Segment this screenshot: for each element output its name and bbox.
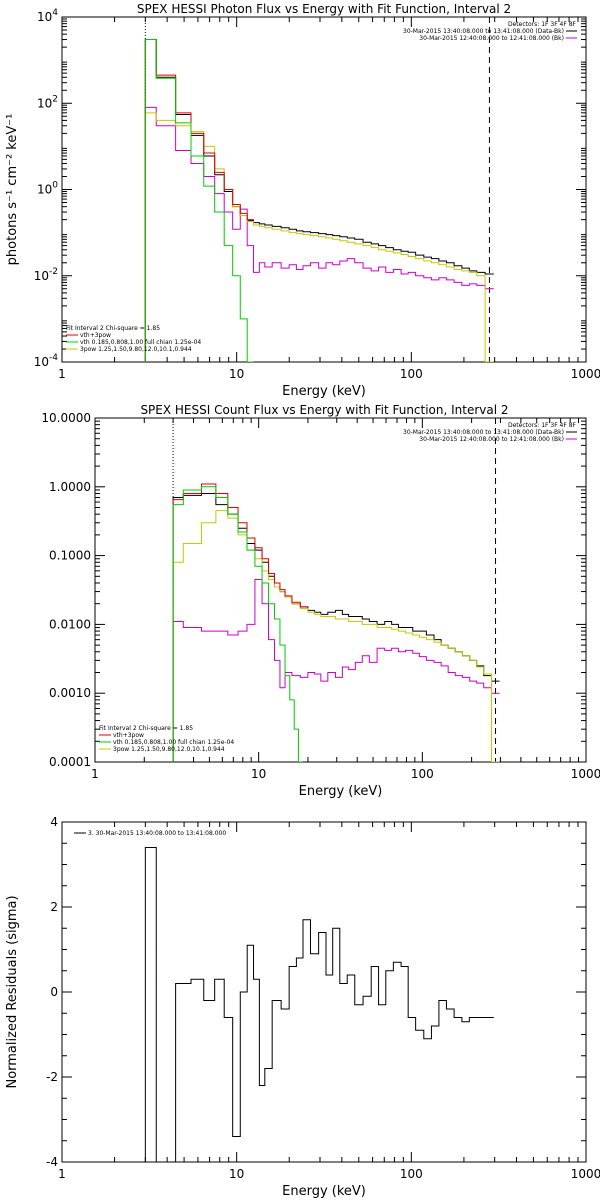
series-black-histogram [144,847,494,1162]
chart-title: SPEX HESSI Photon Flux vs Energy with Fi… [137,2,511,16]
y-tick-label: 2 [50,900,58,914]
y-tick-label: -4 [46,1155,58,1169]
y-tick-label: 10-2 [34,267,58,283]
y-axis-label: Normalized Residuals (sigma) [5,895,20,1088]
series-yellow-histogram [144,112,494,362]
legend-entry: Fit Interval 2 Chi-square = 1.85 [66,325,160,332]
x-tick-label: 1 [91,767,99,781]
x-tick-label: 10 [229,367,244,381]
y-tick-base: 10 [34,355,49,369]
y-tick-label: 0.0010 [49,686,91,700]
series-yellow-histogram [172,510,500,762]
x-axis-label: Energy (keV) [282,384,366,399]
legend-entry: vth 0.185,0.808,1.00 full chian 1.25e-04 [113,739,234,746]
y-tick-exp: -2 [49,267,58,277]
x-tick-label: 1 [58,367,66,381]
y-tick-label: 1.0000 [49,480,91,494]
series-red-histogram [172,483,309,762]
y-tick-base: 10 [37,96,52,110]
series-group [172,483,500,762]
y-tick-label: -2 [46,1070,58,1084]
y-tick-label: 0.1000 [49,549,91,563]
y-tick-label: 104 [37,8,58,24]
series-red-histogram [144,39,254,362]
y-tick-exp: 0 [52,181,58,191]
y-tick-base: 10 [34,269,49,283]
legend-entry: Detectors: 1F 3F 4F 8F [508,21,577,28]
y-tick-base: 10 [37,10,52,24]
y-tick-label: 0.0001 [49,755,91,769]
legend-entry: vth+3pow [80,332,111,339]
x-tick-label: 1000 [571,1167,600,1181]
y-tick-label: 0 [50,985,58,999]
chart-panel-3: 1 10 100 1000 Energy (keV) -4 -2 0 2 4 Normalized … [5,815,600,1199]
y-tick-exp: 2 [52,94,58,104]
legend-entry: 3pow 1.25,1.50,9.80,12.0,10.1,0.944 [80,346,192,353]
series-black-histogram [172,492,500,762]
x-tick-label: 1000 [571,767,600,781]
series-black-histogram [144,39,494,362]
legend-entry: 30-Mar-2015 13:40:08.000 to 13:41:08.000… [403,28,564,35]
legend-top-left: 3. 30-Mar-2015 13:40:08.000 to 13:41:08.… [74,830,226,837]
legend-entry: 3. 30-Mar-2015 13:40:08.000 to 13:41:08.… [88,830,226,837]
y-tick-label: 4 [50,815,58,829]
y-tick-label: 100 [37,181,58,197]
legend-entry: 30-Mar-2015 12:40:08.000 to 12:41:08.000… [419,436,564,443]
x-tick-label: 1000 [571,367,600,381]
y-tick-label: 0.0100 [49,617,91,631]
series-group [144,847,494,1162]
y-tick-exp: 4 [52,8,58,18]
series-green-histogram [144,39,254,362]
x-tick-label: 1 [58,1167,66,1181]
plot-frame [61,16,587,363]
legend-entry: 30-Mar-2015 12:40:08.000 to 12:41:08.000… [419,35,564,42]
x-tick-label: 10 [229,1167,244,1181]
legend-bottom-left: Fit Interval 2 Chi-square = 1.85vth+3pow… [66,325,201,353]
x-tick-label: 100 [400,367,423,381]
legend-entry: vth 0.185,0.808,1.00 full chian 1.25e-04 [80,339,201,346]
y-tick-label: 10-4 [34,353,59,369]
x-tick-label: 100 [400,1167,423,1181]
legend-entry: Detectors: 1F 3F 4F 8F [508,422,577,429]
chart-title: SPEX HESSI Count Flux vs Energy with Fit… [140,403,508,417]
x-tick-label: 10 [251,767,266,781]
legend-entry: Fit Interval 2 Chi-square = 1.85 [99,725,193,732]
legend-entry: 30-Mar-2015 13:40:08.000 to 13:41:08.000… [403,429,564,436]
legend-bottom-left: Fit Interval 2 Chi-square = 1.85vth+3pow… [99,725,234,753]
legend-entry: 3pow 1.25,1.50,9.80,12.0,10.1,0.944 [113,746,225,753]
legend-entry: vth+3pow [113,732,144,739]
y-axis-label: photons s⁻¹ cm⁻² keV⁻¹ [5,114,20,266]
chart-panel-1: SPEX HESSI Photon Flux vs Energy with Fi… [5,2,600,399]
series-group [144,39,494,362]
chart-panel-2: SPEX HESSI Count Flux vs Energy with Fit… [41,403,600,799]
y-tick-exp: -4 [49,353,58,363]
y-tick-base: 10 [37,183,52,197]
series-magenta-histogram [144,106,494,362]
x-tick-label: 100 [411,767,434,781]
plot-frame [61,821,587,1163]
plot-frame [94,417,587,763]
x-axis-label: Energy (keV) [299,784,383,799]
series-magenta-histogram [172,578,500,762]
series-green-histogram [172,486,303,762]
x-axis-label: Energy (keV) [282,1184,366,1199]
y-tick-label: 102 [37,94,58,110]
y-tick-label: 10.0000 [41,411,91,425]
